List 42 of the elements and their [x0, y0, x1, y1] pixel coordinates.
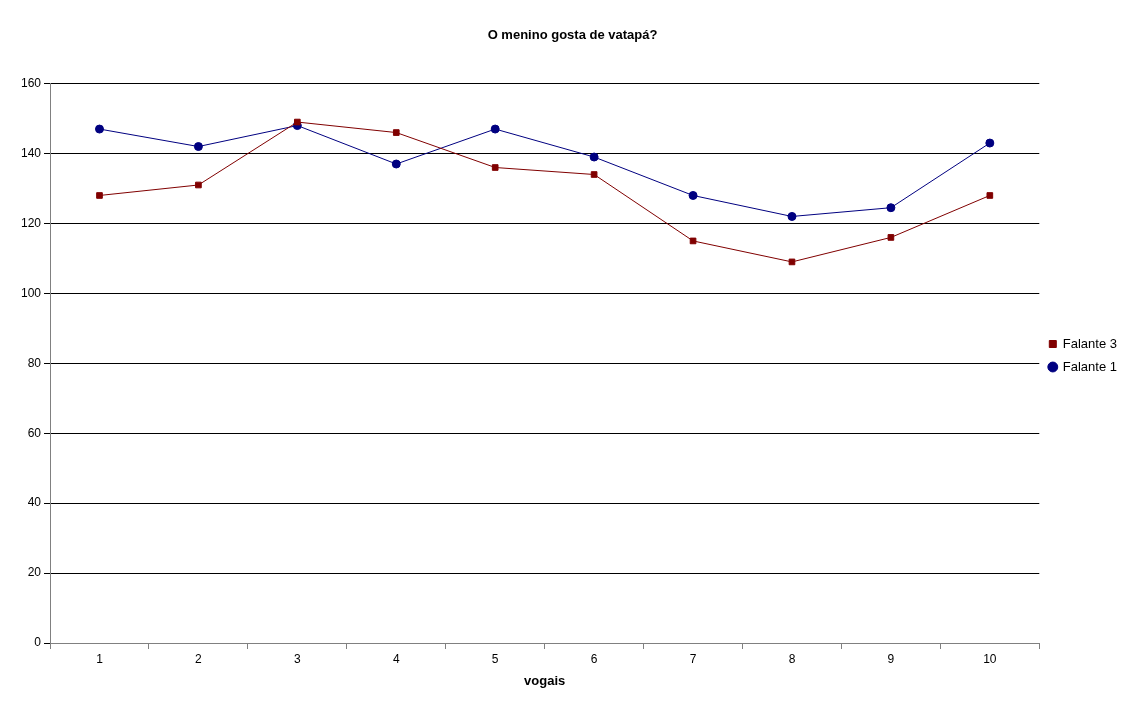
point — [490, 124, 500, 134]
point — [986, 192, 994, 199]
x-tick-label: 1 — [96, 651, 104, 666]
point — [688, 190, 698, 200]
x-tick-label: 10 — [983, 651, 997, 666]
point — [887, 234, 895, 241]
x-tick-label: 2 — [195, 651, 203, 666]
x-tick-label: 3 — [294, 651, 301, 666]
x-tick-label: 8 — [788, 651, 796, 666]
chart-title: O menino gosta de vatapá? — [487, 27, 658, 43]
y-tick-label: 120 — [20, 215, 42, 230]
legend-label: Falante 1 — [1062, 358, 1117, 374]
point — [788, 258, 796, 266]
y-tick-label: 100 — [20, 285, 42, 300]
point — [886, 203, 896, 213]
y-tick-label: 60 — [27, 425, 42, 440]
point — [294, 118, 301, 126]
point — [689, 237, 697, 245]
point — [193, 142, 203, 152]
point — [195, 181, 202, 189]
y-tick-label: 0 — [34, 635, 42, 650]
x-tick-label: 4 — [392, 651, 400, 666]
y-tick-label: 40 — [27, 495, 42, 510]
y-tick-label: 80 — [27, 355, 42, 370]
point — [94, 124, 104, 134]
x-tick-label: 7 — [689, 651, 697, 666]
y-tick-label: 160 — [20, 75, 42, 90]
point — [96, 192, 103, 199]
point — [391, 159, 401, 169]
point — [787, 211, 797, 221]
point — [491, 164, 499, 171]
point — [590, 171, 598, 178]
point — [985, 138, 995, 148]
x-tick-label: 5 — [491, 651, 499, 666]
y-tick-label: 20 — [27, 565, 42, 580]
legend-label: Falante 3 — [1062, 335, 1117, 351]
x-tick-label: 6 — [590, 651, 598, 666]
point — [589, 152, 599, 162]
y-tick-label: 140 — [20, 145, 42, 160]
x-axis-title: vogais — [524, 672, 566, 688]
point — [392, 129, 400, 136]
x-tick-label: 9 — [887, 651, 895, 666]
